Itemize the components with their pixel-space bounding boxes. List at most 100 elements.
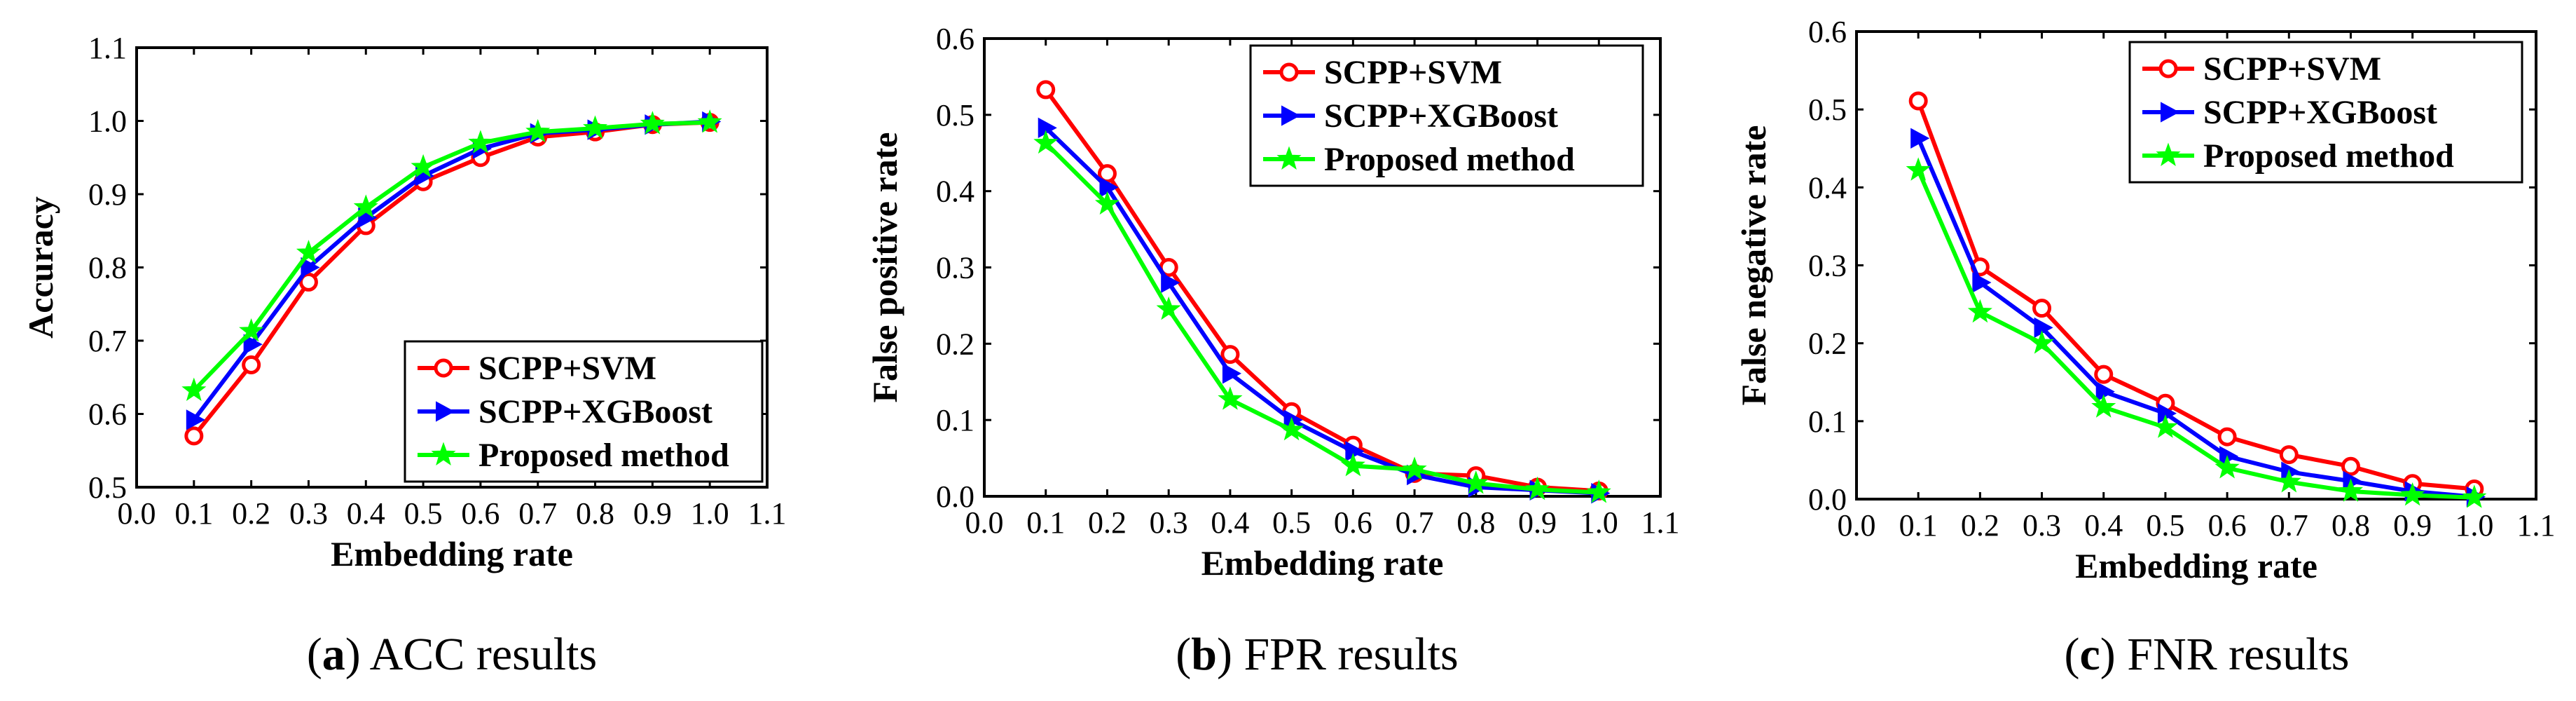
data-point-proposed-method <box>2215 455 2240 479</box>
x-tick-label: 0.1 <box>1899 508 1938 543</box>
x-tick-label: 0.5 <box>404 496 443 531</box>
data-point-proposed-method <box>353 194 378 218</box>
data-point-scpp-xgboost <box>1161 272 1180 293</box>
y-tick-label: 0.0 <box>1808 482 1847 517</box>
data-point-scpp-xgboost <box>1972 272 1992 293</box>
legend-marker-scpp-xgboost <box>1281 105 1301 126</box>
data-point-proposed-method <box>2153 414 2178 438</box>
x-tick-label: 0.7 <box>1396 505 1434 540</box>
x-tick-label: 0.9 <box>1518 505 1557 540</box>
series-line-scpp-xgboost <box>1916 137 2475 499</box>
x-tick-label: 0.3 <box>289 496 328 531</box>
x-tick-label: 0.2 <box>1961 508 1999 543</box>
legend-box <box>2128 41 2523 184</box>
y-tick-label: 0.4 <box>936 175 974 209</box>
data-point-scpp-xgboost <box>243 334 263 355</box>
data-point-proposed-method <box>1967 299 1992 323</box>
legend-label-proposed-method: Proposed method <box>2203 137 2454 175</box>
caption-paren-open: ( <box>1176 629 1191 680</box>
legend-marker-scpp-svm <box>434 358 453 378</box>
legend-label-scpp-svm: SCPP+SVM <box>478 350 656 387</box>
caption-paren-close: ) <box>1217 629 1244 680</box>
y-tick-label: 0.3 <box>1808 249 1847 283</box>
y-tick-label: 0.2 <box>1808 327 1847 361</box>
data-point-proposed-method <box>697 109 722 133</box>
y-tick-label: 0.2 <box>936 327 974 361</box>
data-point-proposed-method <box>1463 470 1489 494</box>
data-point-proposed-method <box>525 118 551 143</box>
data-point-proposed-method <box>1279 416 1304 441</box>
data-point-scpp-xgboost <box>1099 177 1119 198</box>
data-point-scpp-xgboost <box>2034 317 2053 339</box>
legend-marker-scpp-svm <box>2158 59 2178 79</box>
data-point-proposed-method <box>239 318 264 342</box>
data-point-proposed-method <box>640 111 665 135</box>
caption-paren-close: ) <box>345 629 370 680</box>
y-tick-label: 0.6 <box>88 397 127 432</box>
caption-paren-close: ) <box>2100 629 2127 680</box>
y-tick-label: 0.1 <box>1808 404 1847 439</box>
legend-label-scpp-svm: SCPP+SVM <box>1324 54 1502 91</box>
y-tick-label: 0.5 <box>936 98 974 132</box>
y-tick-label: 0.1 <box>936 403 974 437</box>
figure-caption: (c) FNR results <box>2065 629 2350 680</box>
data-point-proposed-method <box>2400 482 2425 506</box>
x-tick-label: 0.2 <box>1088 505 1127 540</box>
x-tick-label: 1.0 <box>2455 508 2493 543</box>
legend: SCPP+SVM SCPP+XGBoost Proposed method <box>1249 44 1644 187</box>
data-point-proposed-method <box>2338 478 2363 502</box>
x-axis-label: Embedding rate <box>2075 546 2317 585</box>
x-tick-label: 0.6 <box>2208 508 2247 543</box>
caption-text: ACC results <box>370 629 598 680</box>
x-tick-label: 1.1 <box>2517 508 2556 543</box>
x-tick-label: 1.0 <box>1580 505 1618 540</box>
data-point-scpp-xgboost <box>301 257 320 278</box>
x-tick-label: 0.5 <box>2146 508 2184 543</box>
legend-label-proposed-method: Proposed method <box>1324 141 1575 178</box>
data-point-proposed-method <box>181 377 207 401</box>
data-point-proposed-method <box>2462 484 2487 508</box>
x-tick-label: 0.4 <box>347 496 385 531</box>
legend-marker-proposed-method <box>2156 142 2181 166</box>
x-tick-label: 0.3 <box>2023 508 2061 543</box>
x-tick-label: 1.1 <box>748 496 787 531</box>
legend-label-scpp-xgboost: SCPP+XGBoost <box>478 393 712 430</box>
x-tick-label: 0.7 <box>2270 508 2308 543</box>
data-point-scpp-svm <box>1036 80 1056 100</box>
data-point-scpp-svm <box>2217 427 2237 447</box>
x-tick-label: 0.2 <box>232 496 270 531</box>
series-line-proposed-method <box>192 120 710 393</box>
data-point-proposed-method <box>1525 476 1550 501</box>
y-tick-label: 0.9 <box>88 177 127 212</box>
x-tick-label: 0.4 <box>2084 508 2123 543</box>
x-tick-label: 0.3 <box>1150 505 1188 540</box>
data-point-scpp-svm <box>1908 91 1928 111</box>
legend-marker-scpp-xgboost <box>2161 102 2180 123</box>
series-line-scpp-svm <box>1044 88 1599 494</box>
data-point-scpp-svm <box>2279 445 2299 465</box>
legend-marker-proposed-method <box>431 442 456 465</box>
x-axis-label: Embedding rate <box>1201 543 1444 583</box>
series-line-proposed-method <box>1916 169 2474 500</box>
legend: SCPP+SVM SCPP+XGBoost Proposed method <box>2128 41 2523 184</box>
data-point-proposed-method <box>296 240 321 264</box>
y-axis-label: False positive rate <box>865 132 904 402</box>
caption-letter: b <box>1191 629 1217 680</box>
series-line-proposed-method <box>1044 141 1599 495</box>
data-point-proposed-method <box>2276 469 2301 493</box>
x-tick-label: 0.0 <box>965 505 1004 540</box>
caption-text: FNR results <box>2127 629 2349 680</box>
y-axis-label: Accuracy <box>21 196 60 339</box>
x-tick-label: 0.8 <box>576 496 614 531</box>
data-point-scpp-xgboost <box>1345 441 1365 462</box>
x-tick-label: 0.7 <box>518 496 557 531</box>
data-point-scpp-xgboost <box>1910 128 1930 149</box>
data-point-proposed-method <box>1156 296 1181 320</box>
legend: SCPP+SVM SCPP+XGBoost Proposed method <box>404 340 764 483</box>
y-tick-label: 0.8 <box>88 251 127 285</box>
legend-marker-scpp-xgboost <box>436 401 455 422</box>
figure-caption: (a) ACC results <box>307 629 597 680</box>
data-point-scpp-xgboost <box>186 409 205 430</box>
x-tick-label: 0.1 <box>1026 505 1065 540</box>
legend-label-proposed-method: Proposed method <box>478 437 729 474</box>
